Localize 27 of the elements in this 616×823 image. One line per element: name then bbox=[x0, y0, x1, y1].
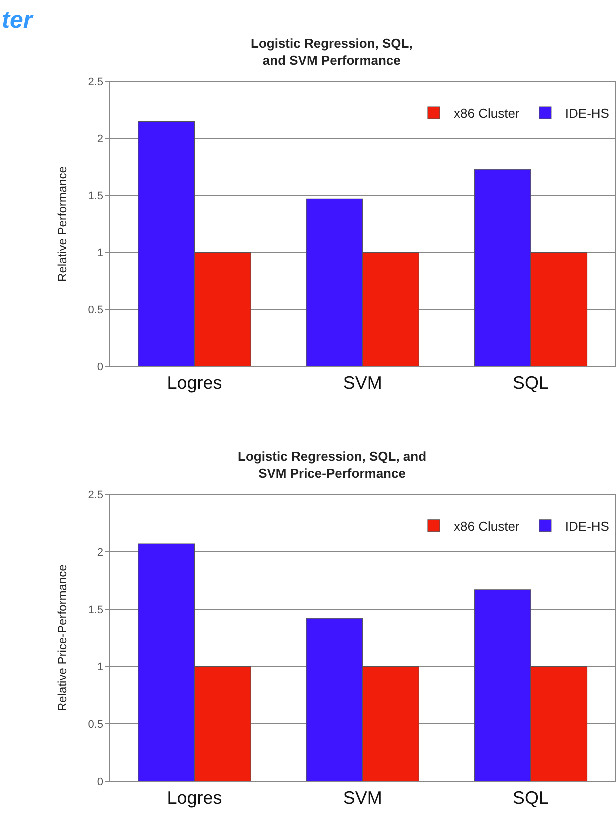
chart-title: Logistic Regression, SQL, and SVM Performance bbox=[251, 36, 413, 68]
x-tick-label: SQL bbox=[512, 788, 549, 808]
x-tick-label: Logres bbox=[167, 788, 222, 808]
y-tick-label: 2 bbox=[97, 134, 104, 146]
y-tick-label: 1 bbox=[97, 662, 104, 674]
legend-label: IDE-HS bbox=[565, 106, 610, 122]
text: ter bbox=[2, 7, 34, 34]
y-tick-label: 1.5 bbox=[88, 190, 104, 203]
x-tick-label: SVM bbox=[343, 373, 382, 394]
y-tick-label: 0.5 bbox=[88, 719, 104, 732]
x-tick-label: SVM bbox=[343, 788, 382, 808]
y-tick-label: 0.5 bbox=[88, 304, 104, 317]
legend-label: x86 Cluster bbox=[454, 518, 520, 534]
y-axis-title: Relative Performance bbox=[56, 166, 70, 282]
chart-title: Logistic Regression, SQL, and SVM Price-Performance bbox=[238, 449, 427, 481]
y-tick-label: 1.5 bbox=[88, 604, 104, 616]
y-tick-label: 2.5 bbox=[88, 490, 104, 502]
legend-label: IDE-HS bbox=[565, 518, 610, 534]
x-tick-label: Logres bbox=[167, 373, 222, 394]
y-tick-label: 2 bbox=[97, 546, 104, 559]
y-axis-title: Relative Price-Performance bbox=[56, 564, 70, 712]
y-tick-label: 0 bbox=[97, 776, 104, 788]
y-tick-label: 2.5 bbox=[88, 76, 104, 89]
y-tick-label: 0 bbox=[97, 362, 104, 374]
legend-label: x86 Cluster bbox=[454, 106, 520, 122]
y-tick-label: 1 bbox=[97, 248, 104, 260]
x-tick-label: SQL bbox=[512, 373, 549, 394]
